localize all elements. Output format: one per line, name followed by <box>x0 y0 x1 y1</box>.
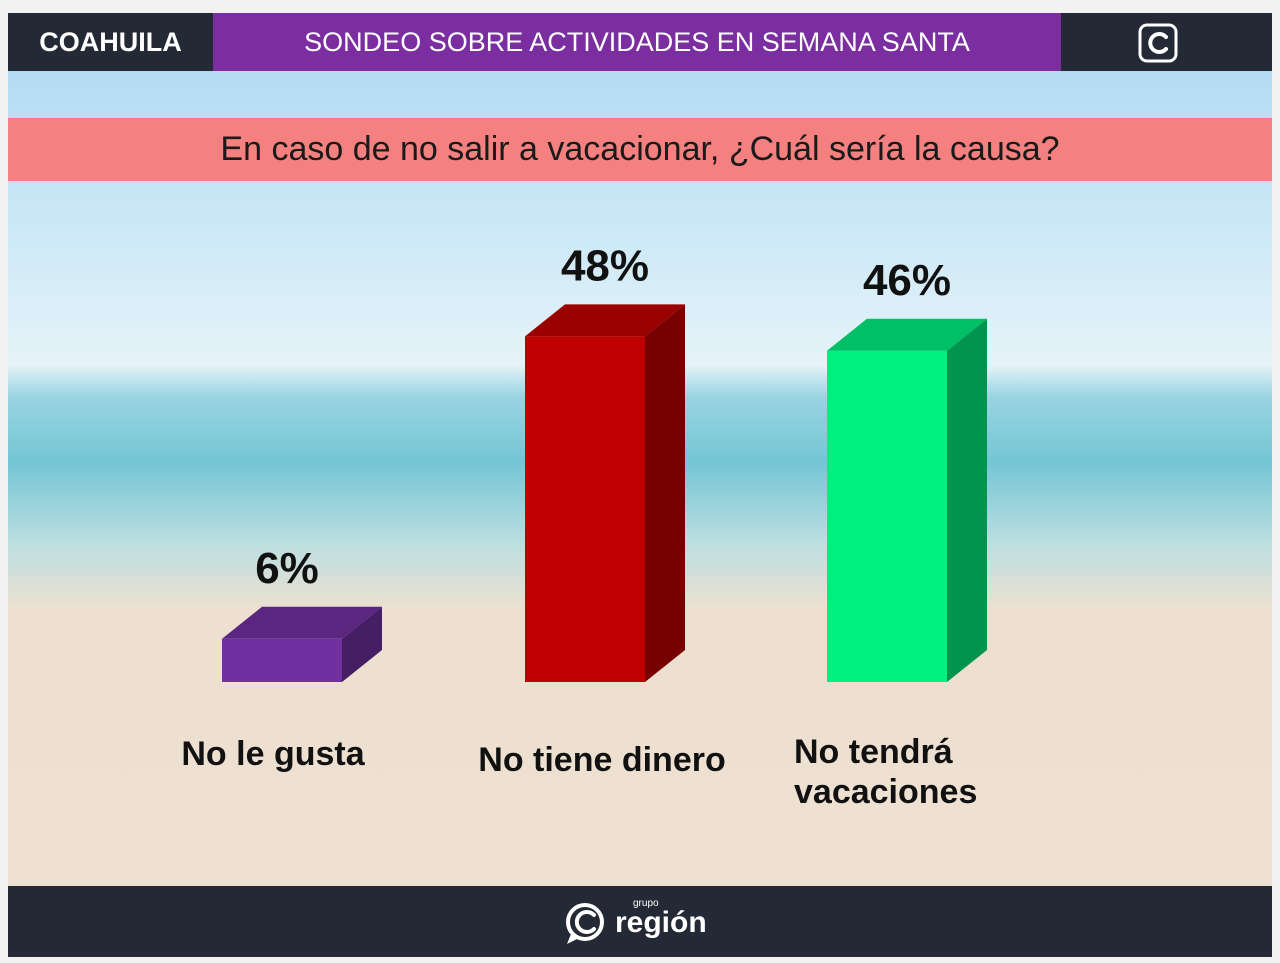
data-label-2: 48% <box>561 241 649 290</box>
question-banner: En caso de no salir a vacacionar, ¿Cuál … <box>8 118 1272 181</box>
bar-top-1 <box>222 606 382 639</box>
brand-logo: grupo región <box>563 896 723 948</box>
data-label-1: 6% <box>255 544 319 593</box>
header-title: SONDEO SOBRE ACTIVIDADES EN SEMANA SANTA <box>213 13 1061 71</box>
brand-name: región <box>615 906 707 939</box>
bar-front-2 <box>525 336 645 682</box>
bar-front-3 <box>827 350 947 682</box>
region-tag: COAHUILA <box>39 27 182 57</box>
bar-side-3 <box>947 318 987 682</box>
footer-bar: grupo región <box>8 886 1272 957</box>
brand-c-icon <box>1138 23 1178 63</box>
bar-chart: 6% No le gusta 48% No tiene dinero 46% No ten… <box>181 241 987 811</box>
slide: COAHUILA SONDEO SOBRE ACTIVIDADES EN SEM… <box>8 13 1272 957</box>
bar-front-1 <box>222 638 342 682</box>
header-bar: COAHUILA SONDEO SOBRE ACTIVIDADES EN SEM… <box>8 13 1272 71</box>
brand-mark-icon <box>566 903 604 944</box>
data-label-3: 46% <box>863 256 951 305</box>
bar-top-3 <box>827 318 987 351</box>
category-label-2: No tiene dinero <box>478 741 725 779</box>
bar-top-2 <box>525 304 685 337</box>
brand-small-text: grupo <box>633 898 659 909</box>
bar-side-2 <box>645 304 685 682</box>
category-label-3: No tendrá vacaciones <box>794 733 977 811</box>
bar-side-1 <box>342 606 382 682</box>
category-label-1: No le gusta <box>181 735 365 773</box>
